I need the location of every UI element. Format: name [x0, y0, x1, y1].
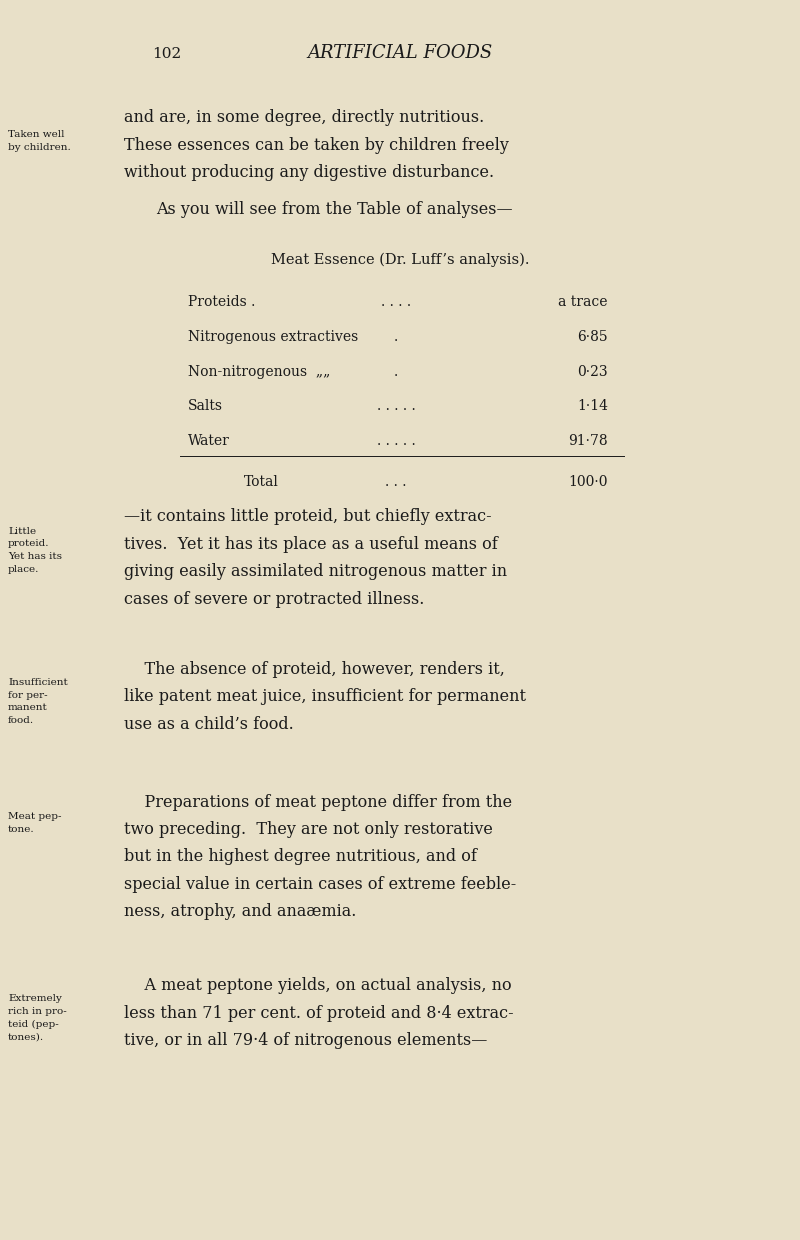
Text: Salts: Salts: [188, 399, 223, 413]
Text: 6·85: 6·85: [578, 330, 608, 343]
Text: Proteids .: Proteids .: [188, 295, 255, 309]
Text: Non-nitrogenous  „„: Non-nitrogenous „„: [188, 365, 330, 378]
Text: Meat pep-
tone.: Meat pep- tone.: [8, 812, 62, 833]
Text: Little
proteid.
Yet has its
place.: Little proteid. Yet has its place.: [8, 527, 62, 573]
Text: Total: Total: [244, 475, 279, 489]
Text: .: .: [394, 365, 398, 378]
Text: 91·78: 91·78: [568, 434, 608, 448]
Text: The absence of proteid, however, renders it,
like patent meat juice, insufficien: The absence of proteid, however, renders…: [124, 661, 526, 733]
Text: 1·14: 1·14: [577, 399, 608, 413]
Text: . . . .: . . . .: [381, 295, 411, 309]
Text: Taken well
by children.: Taken well by children.: [8, 130, 70, 151]
Text: Preparations of meat peptone differ from the
two preceding.  They are not only r: Preparations of meat peptone differ from…: [124, 794, 516, 920]
Text: 100·0: 100·0: [569, 475, 608, 489]
Text: Extremely
rich in pro-
teid (pep-
tones).: Extremely rich in pro- teid (pep- tones)…: [8, 994, 66, 1042]
Text: Meat Essence (Dr. Luff’s analysis).: Meat Essence (Dr. Luff’s analysis).: [270, 253, 530, 268]
Text: Water: Water: [188, 434, 230, 448]
Text: .: .: [394, 330, 398, 343]
Text: . . .: . . .: [386, 475, 406, 489]
Text: ARTIFICIAL FOODS: ARTIFICIAL FOODS: [307, 45, 493, 62]
Text: 102: 102: [152, 47, 182, 61]
Text: and are, in some degree, directly nutritious.
These essences can be taken by chi: and are, in some degree, directly nutrit…: [124, 109, 509, 181]
Text: —it contains little proteid, but chiefly extrac-
tives.  Yet it has its place as: —it contains little proteid, but chiefly…: [124, 508, 507, 608]
Text: . . . . .: . . . . .: [377, 399, 415, 413]
Text: . . . . .: . . . . .: [377, 434, 415, 448]
Text: a trace: a trace: [558, 295, 608, 309]
Text: Nitrogenous extractives: Nitrogenous extractives: [188, 330, 358, 343]
Text: Insufficient
for per-
manent
food.: Insufficient for per- manent food.: [8, 678, 68, 724]
Text: 0·23: 0·23: [578, 365, 608, 378]
Text: A meat peptone yields, on actual analysis, no
less than 71 per cent. of proteid : A meat peptone yields, on actual analysi…: [124, 977, 514, 1049]
Text: As you will see from the Table of analyses—: As you will see from the Table of analys…: [156, 201, 513, 218]
